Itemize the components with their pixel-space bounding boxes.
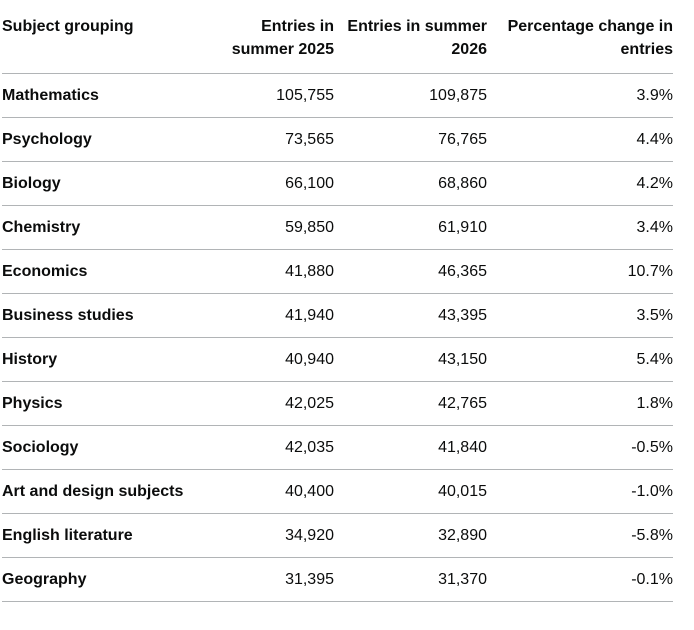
table-row: Sociology 42,035 41,840 -0.5% (2, 425, 673, 470)
entries-2026-cell: 42,765 (334, 381, 487, 426)
table-row: Chemistry 59,850 61,910 3.4% (2, 205, 673, 250)
entries-2026-cell: 32,890 (334, 513, 487, 558)
table-row: English literature 34,920 32,890 -5.8% (2, 513, 673, 558)
subject-cell: Biology (2, 161, 202, 206)
entries-2026-cell: 43,395 (334, 293, 487, 338)
entries-2025-cell: 40,400 (202, 469, 334, 514)
table-row: Business studies 41,940 43,395 3.5% (2, 293, 673, 338)
table-row: Physics 42,025 42,765 1.8% (2, 381, 673, 426)
entries-2025-cell: 73,565 (202, 117, 334, 162)
entries-2025-cell: 41,940 (202, 293, 334, 338)
entries-2026-cell: 43,150 (334, 337, 487, 382)
percentage-change-cell: -1.0% (487, 469, 673, 514)
entries-2025-cell: 66,100 (202, 161, 334, 206)
subject-cell: Art and design subjects (2, 469, 202, 514)
subject-cell: English literature (2, 513, 202, 558)
header-row: Subject grouping Entries in summer 2025 … (2, 10, 673, 74)
entries-2026-cell: 41,840 (334, 425, 487, 470)
subject-cell: Chemistry (2, 205, 202, 250)
percentage-change-cell: -5.8% (487, 513, 673, 558)
entries-2026-cell: 31,370 (334, 557, 487, 602)
subject-cell: Physics (2, 381, 202, 426)
table-row: History 40,940 43,150 5.4% (2, 337, 673, 382)
percentage-change-cell: 5.4% (487, 337, 673, 382)
entries-2025-cell: 105,755 (202, 73, 334, 118)
table-body: Mathematics 105,755 109,875 3.9% Psychol… (2, 73, 673, 602)
entries-2025-cell: 40,940 (202, 337, 334, 382)
table-row: Psychology 73,565 76,765 4.4% (2, 117, 673, 162)
percentage-change-cell: 3.9% (487, 73, 673, 118)
percentage-change-cell: 3.4% (487, 205, 673, 250)
entries-2026-cell: 76,765 (334, 117, 487, 162)
entries-2025-cell: 59,850 (202, 205, 334, 250)
table-row: Geography 31,395 31,370 -0.1% (2, 557, 673, 602)
header-subject-grouping: Subject grouping (2, 10, 202, 74)
subject-cell: Mathematics (2, 73, 202, 118)
entries-2026-cell: 46,365 (334, 249, 487, 294)
table-row: Biology 66,100 68,860 4.2% (2, 161, 673, 206)
percentage-change-cell: 10.7% (487, 249, 673, 294)
entries-2026-cell: 109,875 (334, 73, 487, 118)
subject-cell: Business studies (2, 293, 202, 338)
table-row: Economics 41,880 46,365 10.7% (2, 249, 673, 294)
percentage-change-cell: 4.2% (487, 161, 673, 206)
percentage-change-cell: -0.1% (487, 557, 673, 602)
table-row: Art and design subjects 40,400 40,015 -1… (2, 469, 673, 514)
entries-2026-cell: 40,015 (334, 469, 487, 514)
header-percentage-change: Percentage change in entries (487, 10, 673, 74)
subject-cell: Psychology (2, 117, 202, 162)
percentage-change-cell: 1.8% (487, 381, 673, 426)
header-entries-2025: Entries in summer 2025 (202, 10, 334, 74)
header-entries-2026: Entries in summer 2026 (334, 10, 487, 74)
entries-2025-cell: 41,880 (202, 249, 334, 294)
percentage-change-cell: -0.5% (487, 425, 673, 470)
entries-2026-cell: 68,860 (334, 161, 487, 206)
entries-table: Subject grouping Entries in summer 2025 … (2, 10, 673, 602)
entries-2025-cell: 42,025 (202, 381, 334, 426)
percentage-change-cell: 4.4% (487, 117, 673, 162)
percentage-change-cell: 3.5% (487, 293, 673, 338)
entries-2025-cell: 34,920 (202, 513, 334, 558)
subject-cell: Geography (2, 557, 202, 602)
entries-2025-cell: 31,395 (202, 557, 334, 602)
table-row: Mathematics 105,755 109,875 3.9% (2, 73, 673, 118)
subject-cell: Economics (2, 249, 202, 294)
subject-cell: History (2, 337, 202, 382)
entries-2025-cell: 42,035 (202, 425, 334, 470)
entries-2026-cell: 61,910 (334, 205, 487, 250)
subject-cell: Sociology (2, 425, 202, 470)
table-header: Subject grouping Entries in summer 2025 … (2, 10, 673, 74)
